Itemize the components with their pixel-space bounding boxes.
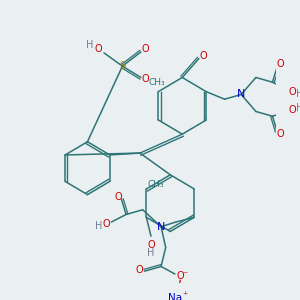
Text: N: N (237, 89, 245, 100)
Text: O: O (142, 44, 149, 54)
Text: O: O (147, 240, 155, 250)
Text: H: H (296, 103, 300, 113)
Text: O: O (289, 87, 296, 97)
Text: H: H (296, 88, 300, 98)
Text: O: O (142, 74, 149, 84)
Text: CH₃: CH₃ (147, 180, 164, 189)
Text: O: O (276, 59, 284, 69)
Text: S: S (119, 61, 126, 71)
Text: Na: Na (168, 292, 182, 300)
Text: O: O (135, 265, 143, 275)
Text: O: O (102, 219, 110, 229)
Text: CH₃: CH₃ (148, 78, 165, 87)
Text: O: O (177, 271, 184, 281)
Text: O: O (289, 105, 296, 115)
Text: N: N (157, 222, 165, 232)
Text: ⁻: ⁻ (182, 270, 188, 280)
Text: H: H (147, 248, 155, 258)
Text: O: O (115, 191, 123, 202)
Text: O: O (200, 51, 207, 61)
Text: ⁺: ⁺ (182, 291, 188, 300)
Text: O: O (95, 44, 102, 54)
Text: H: H (95, 221, 102, 231)
Text: H: H (85, 40, 93, 50)
Text: O: O (276, 129, 284, 139)
